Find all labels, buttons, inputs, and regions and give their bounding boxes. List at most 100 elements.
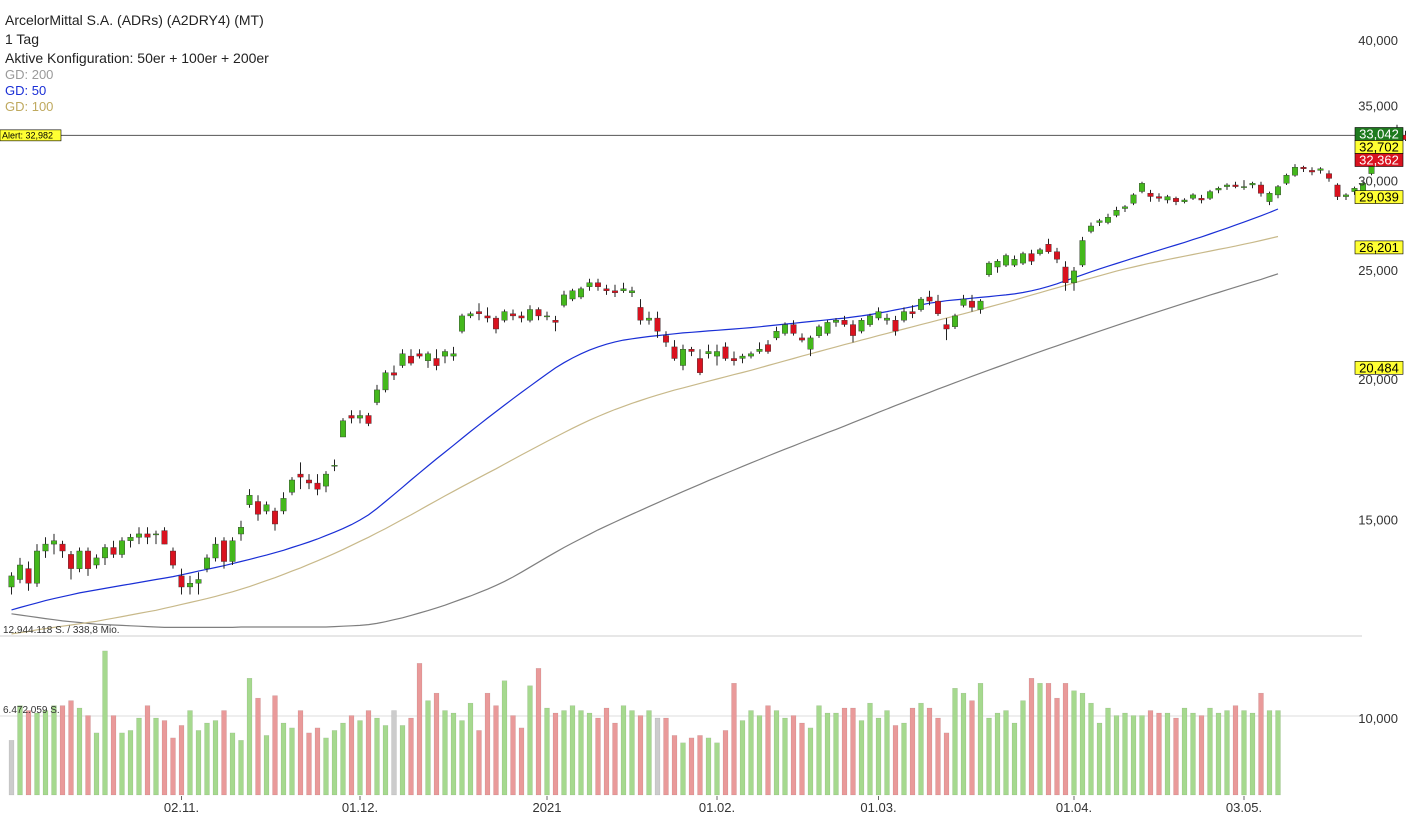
candle[interactable] xyxy=(246,489,253,508)
candle[interactable] xyxy=(867,313,874,327)
candle[interactable] xyxy=(1206,189,1213,200)
candle[interactable] xyxy=(671,340,678,361)
candle[interactable] xyxy=(901,307,908,323)
candle[interactable] xyxy=(748,351,755,359)
candle[interactable] xyxy=(433,349,440,371)
candle[interactable] xyxy=(1003,253,1010,267)
candle[interactable] xyxy=(799,333,806,343)
candle[interactable] xyxy=(875,307,882,321)
candle[interactable] xyxy=(118,537,125,558)
candle[interactable] xyxy=(34,544,41,587)
candle[interactable] xyxy=(42,537,49,558)
candle[interactable] xyxy=(237,520,244,541)
candle[interactable] xyxy=(365,412,372,427)
candle[interactable] xyxy=(135,527,142,545)
candle[interactable] xyxy=(782,322,789,336)
candle[interactable] xyxy=(1189,193,1196,200)
candle[interactable] xyxy=(101,544,108,565)
candle[interactable] xyxy=(1240,180,1247,190)
candle[interactable] xyxy=(918,297,925,312)
candle[interactable] xyxy=(1062,261,1069,291)
candle[interactable] xyxy=(552,315,559,332)
candle[interactable] xyxy=(1283,173,1290,185)
candle[interactable] xyxy=(926,290,933,306)
candle[interactable] xyxy=(331,459,338,472)
candle[interactable] xyxy=(501,309,508,323)
candle[interactable] xyxy=(51,533,58,555)
candle[interactable] xyxy=(620,282,627,293)
candle[interactable] xyxy=(1028,249,1035,265)
candle[interactable] xyxy=(391,365,398,381)
candle[interactable] xyxy=(1155,193,1162,202)
candle[interactable] xyxy=(1096,218,1103,226)
candle[interactable] xyxy=(884,313,891,325)
candle[interactable] xyxy=(518,311,525,323)
candle[interactable] xyxy=(84,547,91,576)
candle[interactable] xyxy=(663,331,670,347)
candle[interactable] xyxy=(535,307,542,321)
candle[interactable] xyxy=(1087,222,1094,234)
candle[interactable] xyxy=(833,318,840,327)
candle[interactable] xyxy=(59,540,66,558)
candle[interactable] xyxy=(637,299,644,325)
candle[interactable] xyxy=(544,311,551,321)
candle[interactable] xyxy=(595,278,602,291)
candle[interactable] xyxy=(680,344,687,371)
candle[interactable] xyxy=(1020,251,1027,265)
candle[interactable] xyxy=(408,349,415,366)
candle[interactable] xyxy=(731,351,738,366)
candle[interactable] xyxy=(399,349,406,368)
candle[interactable] xyxy=(756,342,763,354)
candle[interactable] xyxy=(510,309,517,321)
candle[interactable] xyxy=(705,344,712,359)
candle[interactable] xyxy=(25,561,32,591)
candle[interactable] xyxy=(127,533,134,548)
candle[interactable] xyxy=(688,346,695,357)
candle[interactable] xyxy=(1172,196,1179,206)
candle[interactable] xyxy=(994,259,1001,273)
candle[interactable] xyxy=(1053,247,1060,264)
candle[interactable] xyxy=(841,315,848,327)
candle[interactable] xyxy=(1325,170,1332,182)
candle[interactable] xyxy=(816,324,823,338)
candle[interactable] xyxy=(348,410,355,424)
candle[interactable] xyxy=(186,575,193,595)
candle[interactable] xyxy=(1342,193,1349,200)
candle[interactable] xyxy=(1121,205,1128,212)
candle[interactable] xyxy=(824,320,831,336)
candle[interactable] xyxy=(323,471,330,493)
candle[interactable] xyxy=(314,474,321,496)
candle[interactable] xyxy=(297,462,304,490)
candle[interactable] xyxy=(1181,198,1188,204)
candle[interactable] xyxy=(467,311,474,319)
candle[interactable] xyxy=(382,370,389,393)
candle[interactable] xyxy=(76,547,83,573)
candle[interactable] xyxy=(943,318,950,341)
candle[interactable] xyxy=(263,501,270,515)
candle[interactable] xyxy=(1308,167,1315,176)
candle[interactable] xyxy=(850,320,857,343)
candle[interactable] xyxy=(1274,185,1281,199)
candle[interactable] xyxy=(1147,189,1154,202)
candle[interactable] xyxy=(1215,186,1222,194)
candle[interactable] xyxy=(1045,238,1052,254)
candle[interactable] xyxy=(476,303,483,321)
candle[interactable] xyxy=(1249,181,1256,189)
candle[interactable] xyxy=(459,313,466,334)
candle[interactable] xyxy=(527,305,534,323)
candle[interactable] xyxy=(1300,165,1307,172)
candle[interactable] xyxy=(952,313,959,329)
candle[interactable] xyxy=(357,410,364,424)
candle[interactable] xyxy=(374,384,381,406)
candle[interactable] xyxy=(977,299,984,314)
candle[interactable] xyxy=(1079,236,1086,267)
candle[interactable] xyxy=(935,294,942,316)
candle[interactable] xyxy=(1223,183,1230,190)
candle[interactable] xyxy=(773,326,780,341)
candle[interactable] xyxy=(807,335,814,357)
candle[interactable] xyxy=(790,320,797,336)
candle[interactable] xyxy=(152,530,159,545)
candle[interactable] xyxy=(169,547,176,569)
candle[interactable] xyxy=(697,349,704,376)
